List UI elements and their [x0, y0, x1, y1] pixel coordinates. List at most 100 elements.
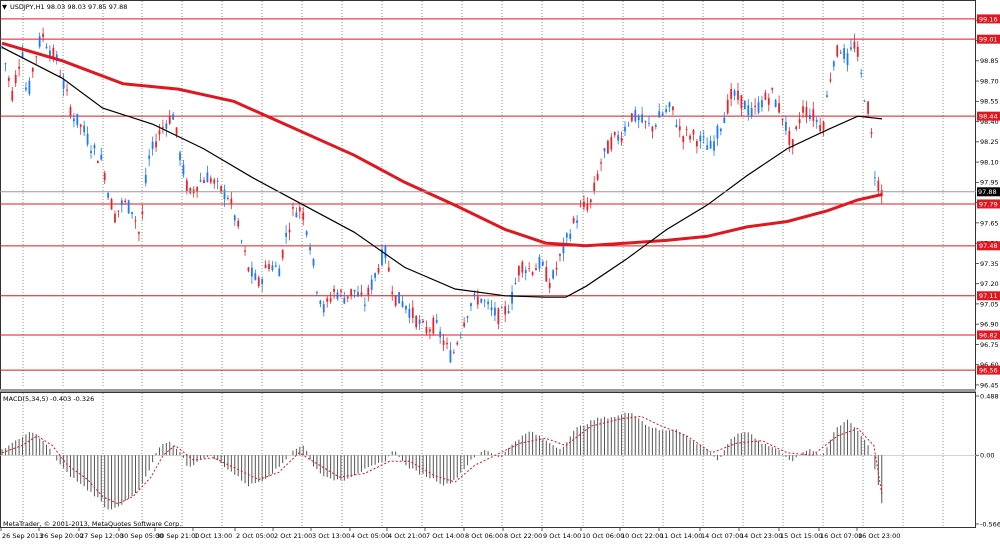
time-tick-label: 26 Sep 20:00: [40, 532, 83, 540]
candle-body: [507, 311, 510, 313]
price-tick-label: 96.45: [980, 381, 999, 389]
time-tick-label: 14 Oct 23:00: [740, 532, 782, 540]
time-tick-label: 11 Oct 14:00: [660, 532, 702, 540]
candle-body: [336, 292, 339, 299]
candle-body: [271, 265, 274, 270]
menu-arrow-icon[interactable]: ▼: [2, 3, 7, 11]
candle-body: [678, 126, 681, 131]
candle-body: [329, 298, 332, 302]
candle-body: [257, 277, 260, 287]
candle-body: [62, 80, 65, 89]
candle-body: [795, 126, 798, 130]
candle-body: [696, 141, 698, 147]
candle-body: [148, 155, 151, 159]
candle-body: [856, 46, 859, 57]
candle-body: [319, 300, 322, 305]
candle-body: [93, 145, 96, 149]
time-tick-label: 10 Oct 06:00: [582, 532, 624, 540]
level-label-text: 97.11: [979, 292, 998, 300]
level-label-box: [977, 111, 1000, 121]
panel-separator[interactable]: [0, 389, 976, 392]
candle-body: [788, 130, 791, 145]
candle-body: [829, 79, 832, 81]
candle-body: [733, 90, 736, 96]
candle-body: [391, 291, 394, 294]
candle-body: [826, 95, 828, 98]
candle-body: [268, 264, 270, 270]
candles: [1, 27, 883, 364]
candle-body: [377, 268, 380, 273]
candle-body: [774, 99, 777, 108]
candle-body: [350, 288, 353, 296]
macd-title: MACD(5,34,5) -0.403 -0.326: [3, 395, 94, 403]
candle-body: [791, 139, 794, 148]
candle-body: [316, 292, 318, 294]
candle-body: [771, 87, 774, 90]
candle-body: [552, 270, 555, 279]
price-tick-label: 97.65: [980, 219, 999, 227]
candle-body: [107, 192, 110, 198]
candle-body: [59, 75, 62, 77]
candle-body: [425, 327, 428, 334]
candle-body: [600, 162, 602, 164]
candle-body: [819, 125, 822, 132]
candle-body: [726, 99, 729, 114]
candle-body: [418, 319, 421, 324]
candle-body: [14, 74, 17, 84]
candle-body: [428, 329, 431, 332]
price-tick-label: 98.25: [980, 138, 999, 146]
candle-body: [343, 297, 346, 304]
price-tick-label: 96.75: [980, 341, 999, 349]
time-tick-label: 30 Sep 05:00: [120, 532, 163, 540]
candle-body: [603, 148, 606, 152]
candle-body: [86, 133, 89, 145]
candle-body: [155, 141, 157, 148]
candle-body: [476, 296, 479, 305]
candle-body: [583, 201, 585, 208]
candle-body: [90, 150, 92, 154]
candle-body: [709, 140, 712, 149]
candle-body: [384, 246, 387, 258]
candle-body: [853, 41, 856, 49]
candle-body: [216, 180, 219, 182]
candle-body: [72, 118, 75, 122]
candle-body: [114, 213, 116, 223]
slow-moving-average-line: [1, 41, 883, 248]
candle-body: [196, 186, 199, 192]
candle-body: [877, 180, 880, 192]
time-tick-label: 14 Oct 07:00: [701, 532, 743, 540]
time-tick-label: 1 Oct 13:00: [194, 532, 232, 540]
candle-body: [730, 88, 733, 99]
candle-body: [161, 126, 164, 128]
candle-body: [96, 160, 99, 164]
candle-body: [480, 298, 483, 303]
candle-body: [874, 177, 876, 179]
candle-body: [562, 242, 565, 254]
candle-body: [541, 261, 544, 266]
candle-body: [233, 215, 236, 221]
macd-histogram: [1, 412, 883, 510]
candle-body: [754, 105, 756, 107]
price-tick-label: 98.10: [980, 158, 999, 166]
candle-body: [120, 200, 123, 206]
time-tick-label: 9 Oct 14:00: [543, 532, 581, 540]
candle-body: [713, 141, 715, 151]
candle-body: [298, 207, 301, 212]
candle-body: [743, 100, 746, 110]
candle-body: [42, 33, 44, 37]
candle-body: [230, 198, 233, 204]
candle-body: [839, 52, 842, 54]
price-tick-label: 98.85: [980, 57, 999, 65]
candle-body: [247, 267, 250, 272]
candle-body: [312, 258, 315, 266]
candle-body: [596, 173, 599, 180]
time-tick-label: 2 Oct 21:00: [274, 532, 312, 540]
candle-body: [408, 309, 411, 318]
candle-body: [422, 320, 424, 323]
candle-body: [141, 211, 144, 215]
level-label-box: [977, 14, 1000, 24]
candle-body: [672, 106, 674, 111]
